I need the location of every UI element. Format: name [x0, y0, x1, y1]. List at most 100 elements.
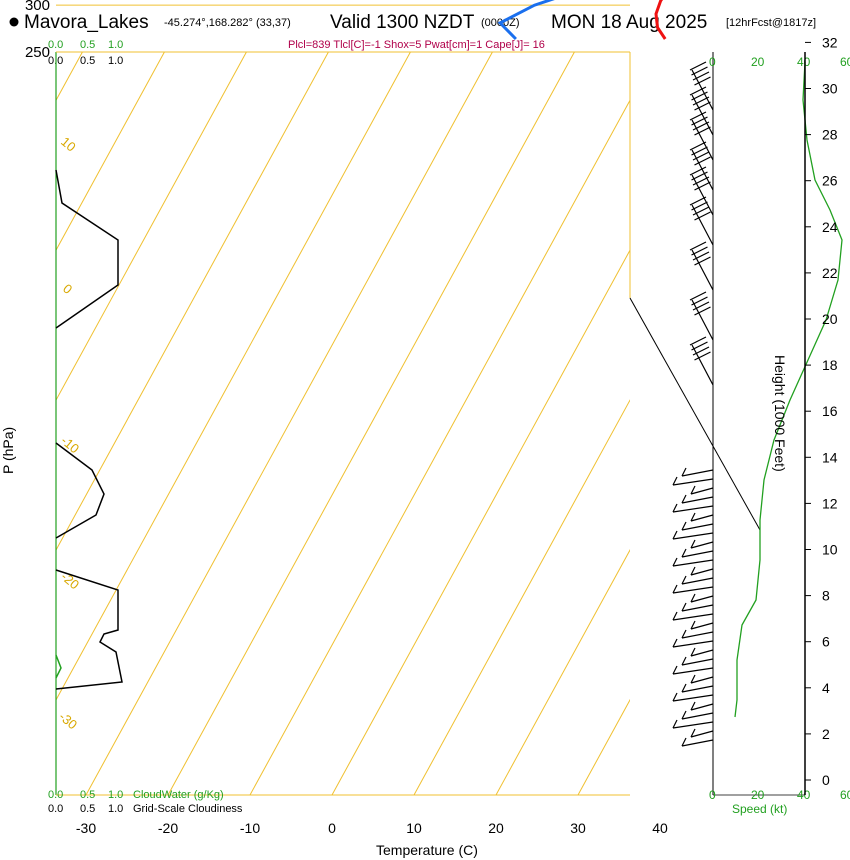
- wind-barb: [681, 548, 687, 558]
- wind-barb: [690, 701, 696, 711]
- moist-adiabat-label: 0: [60, 281, 75, 297]
- forecast-tag: [12hrFcst@1817z]: [726, 17, 816, 29]
- cloud-top-green-2: 1.0: [108, 39, 123, 51]
- cloud-top-black-1: 0.5: [80, 55, 95, 67]
- speed-top-40: 40: [797, 55, 811, 69]
- wind-barb: [694, 351, 711, 361]
- wind-barb: [690, 514, 714, 522]
- height-tick-label: 2: [822, 726, 830, 742]
- wind-barb: [691, 296, 708, 306]
- wind-barb: [691, 116, 708, 126]
- wind-barb: [690, 593, 696, 603]
- wind-barb: [681, 575, 687, 585]
- height-tick-label: 12: [822, 495, 838, 511]
- wind-barb: [691, 249, 714, 291]
- wind-barb: [694, 76, 711, 86]
- wind-barb: [681, 550, 714, 558]
- wind-barb: [690, 622, 714, 630]
- temperature-tick-label: -30: [76, 820, 96, 836]
- cloud-axis-bottom: 0.0 0.5 1.0 CloudWater (g/Kg) 0.0 0.5 1.…: [48, 789, 243, 815]
- speed-bottom-20: 20: [751, 788, 765, 802]
- height-tick-label: 32: [822, 34, 838, 50]
- wind-barb: [692, 71, 710, 81]
- wind-barb: [681, 631, 714, 639]
- height-axis-label: Height (1000 Feet): [772, 355, 788, 472]
- y-axis-label: P (hPa): [0, 427, 16, 474]
- height-tick-label: 24: [822, 219, 838, 235]
- temperature-tick-label: 20: [488, 820, 504, 836]
- wind-barb: [689, 291, 707, 301]
- isotherm-line: [742, 52, 850, 795]
- wind-barb: [690, 539, 696, 549]
- wind-barb: [672, 532, 714, 540]
- isotherm-line: [56, 52, 165, 252]
- wind-barb: [689, 111, 707, 121]
- wind-barb: [694, 156, 711, 166]
- wind-barb: [690, 568, 714, 576]
- wind-barb: [689, 86, 707, 96]
- speed-bottom-40: 40: [797, 788, 811, 802]
- cloud-bottom-black-2: 1.0: [108, 803, 123, 815]
- wind-barb: [691, 204, 714, 246]
- wind-barb: [681, 629, 687, 639]
- moist-adiabats: 100-10-20-30: [56, 52, 579, 733]
- wind-barb: [681, 683, 687, 693]
- wind-barb: [692, 121, 710, 131]
- wind-barb: [694, 181, 711, 191]
- wind-barb: [690, 595, 714, 603]
- cloudiness-label: Grid-Scale Cloudiness: [133, 803, 243, 815]
- cloudiness-profile-low: [55, 442, 105, 539]
- isotherm-line: [331, 249, 630, 795]
- cloud-bottom-green-1: 0.5: [80, 789, 95, 801]
- moist-adiabat-label: 10: [58, 134, 79, 155]
- wind-barb: [691, 119, 714, 161]
- wind-barb: [691, 69, 714, 111]
- wind-speed-profile: [734, 61, 843, 718]
- wind-barb: [672, 667, 714, 675]
- wind-barb: [690, 512, 696, 522]
- wind-barb: [691, 246, 708, 256]
- height-tick-label: 10: [822, 542, 838, 558]
- wind-barb: [681, 685, 714, 693]
- isotherm-line: [56, 52, 329, 552]
- pressure-label: 250: [25, 44, 50, 61]
- height-tick-label: 0: [822, 772, 830, 788]
- cloud-bottom-black-1: 0.5: [80, 803, 95, 815]
- wind-barb: [672, 640, 714, 648]
- dry-adiabat-label: 30: [735, 458, 762, 485]
- wind-barb: [681, 712, 714, 720]
- cloud-top-black-2: 1.0: [108, 55, 123, 67]
- isotherm-line: [167, 52, 575, 795]
- pressure-label: 300: [25, 0, 50, 14]
- wind-barb: [691, 171, 708, 181]
- wind-barb: [691, 174, 714, 216]
- moist-adiabat-label: -30: [56, 709, 80, 733]
- height-tick-label: 30: [822, 81, 838, 97]
- isotherm-line: [56, 52, 247, 402]
- wind-barb: [690, 566, 696, 576]
- cloud-top-green-1: 0.5: [80, 39, 95, 51]
- wind-barb: [681, 496, 714, 504]
- temperature-tick-label: 0: [328, 820, 336, 836]
- wind-barb: [672, 611, 678, 621]
- wind-barb: [690, 647, 696, 657]
- wind-barb: [681, 604, 714, 612]
- wind-barb: [672, 665, 678, 675]
- cloudiness-profile-bottom: [55, 569, 123, 690]
- wind-barb: [691, 201, 708, 211]
- wind-barb: [672, 584, 678, 594]
- height-tick-label: 4: [822, 680, 830, 696]
- wind-barb: [691, 146, 708, 156]
- height-tick-label: 22: [822, 265, 838, 281]
- wind-barb: [692, 206, 710, 216]
- speed-axis-label: Speed (kt): [732, 802, 787, 816]
- isotherms: [56, 52, 850, 795]
- wind-barb: [691, 299, 714, 341]
- wind-barb: [691, 149, 714, 191]
- wind-barb: [690, 649, 714, 657]
- height-tick-label: 14: [822, 449, 838, 465]
- wind-barb: [689, 166, 707, 176]
- isotherm-line: [85, 52, 493, 795]
- wind-barb: [681, 656, 687, 666]
- dry-adiabats: 0 10 20 30: [60, 52, 762, 485]
